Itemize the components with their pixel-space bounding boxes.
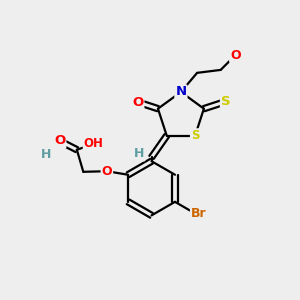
Text: O: O	[132, 96, 143, 109]
Text: N: N	[176, 85, 187, 98]
Text: H: H	[40, 148, 51, 160]
Text: S: S	[221, 95, 230, 108]
Text: O: O	[54, 134, 65, 147]
Text: O: O	[230, 49, 241, 62]
Text: O: O	[102, 165, 112, 178]
Text: H: H	[134, 147, 144, 160]
Text: OH: OH	[84, 137, 103, 150]
Text: S: S	[191, 129, 200, 142]
Text: Br: Br	[191, 207, 206, 220]
